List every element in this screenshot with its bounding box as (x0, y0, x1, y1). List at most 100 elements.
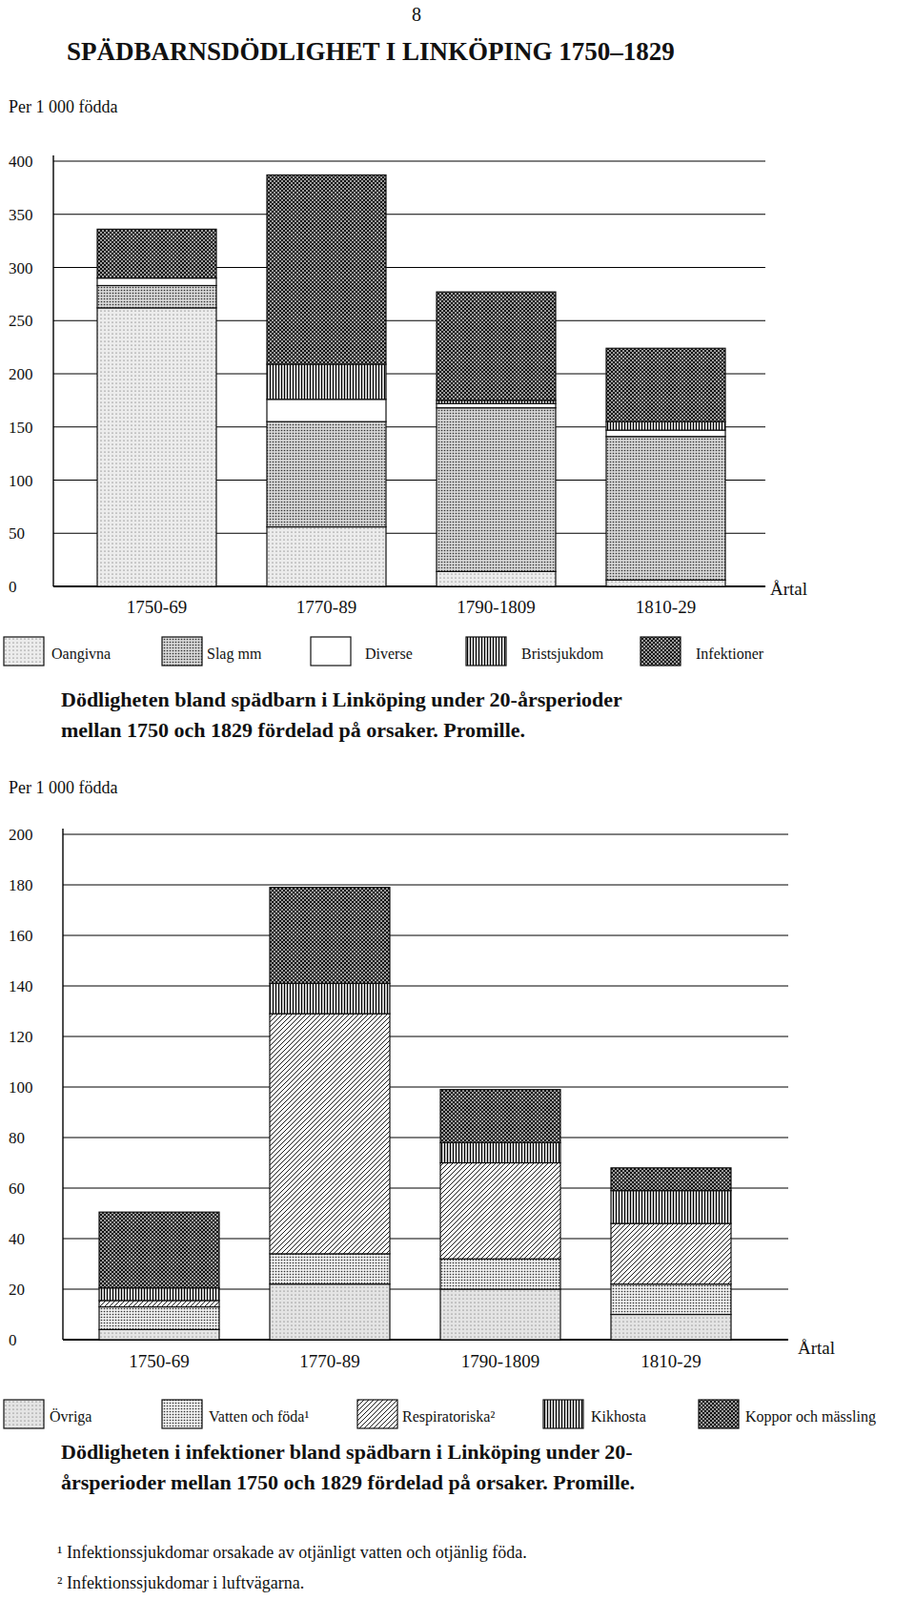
bar-segment (269, 1013, 390, 1254)
y-tick-label: 100 (8, 1077, 34, 1097)
bar-segment (606, 347, 726, 422)
bar-segment (266, 421, 387, 527)
legend-label: Infektioner (695, 645, 765, 662)
footnote: ¹ Infektionssjukdomar orsakade av otjänl… (57, 1542, 528, 1562)
page: 8 SPÄDBARNSDÖDLIGHET I LINKÖPING 1750–182… (0, 0, 915, 1600)
legend-label: Koppor och mässling (745, 1407, 876, 1425)
bar-segment (436, 403, 556, 407)
grid-line (62, 1086, 789, 1088)
x-tick-label: 1790-1809 (461, 1350, 540, 1371)
y-axis-line (61, 828, 63, 1340)
chart: Per 1 000 födda0501001502002503003504001… (3, 97, 808, 742)
bar-segment (610, 1314, 732, 1341)
y-tick-label: 60 (8, 1179, 25, 1198)
bar-segment (266, 174, 387, 364)
grid-line (62, 1036, 789, 1037)
x-tick-label: 1770-89 (296, 596, 357, 617)
grid-line (62, 935, 789, 936)
bars (97, 174, 726, 587)
y-tick-label: 300 (8, 259, 34, 278)
y-tick-label: 400 (8, 152, 34, 171)
x-tick-label: 1810-29 (640, 1350, 701, 1371)
bar-segment (266, 399, 387, 422)
bar-segment (436, 570, 556, 587)
y-tick-label: 250 (8, 311, 34, 330)
y-tick-label: 200 (8, 365, 34, 384)
y-tick-label: 150 (8, 418, 34, 437)
legend-swatch (698, 1399, 739, 1428)
bar-segment (266, 527, 387, 587)
legend-label: Slag mm (206, 645, 263, 663)
bar-segment (269, 887, 390, 984)
page-number: 8 (411, 3, 422, 25)
y-tick-label: 180 (8, 875, 34, 895)
bar-segment (606, 436, 726, 581)
bar-segment (99, 1328, 220, 1340)
bar-segment (266, 364, 387, 400)
page-title: SPÄDBARNSDÖDLIGHET I LINKÖPING 1750–1829 (66, 37, 675, 66)
grid-line (62, 1137, 789, 1139)
y-tick-label: 0 (8, 577, 18, 596)
bar-segment (99, 1300, 220, 1307)
bar-segment (97, 278, 217, 286)
x-axis-label: Årtal (770, 578, 808, 599)
legend-label: Respiratoriska² (402, 1407, 495, 1425)
legend-label: Vatten och föda¹ (208, 1407, 309, 1424)
bar-segment (440, 1141, 561, 1162)
caption: Dödligheten bland spädbarn i Linköping u… (61, 687, 623, 712)
y-tick-label: 200 (8, 825, 34, 844)
legend-label: Kikhosta (590, 1407, 647, 1424)
bar-segment (610, 1167, 732, 1191)
legend-swatch (543, 1399, 584, 1428)
footnote: ² Infektionssjukdomar i luftvägarna. (57, 1572, 305, 1592)
caption: Dödligheten i infektioner bland spädbarn… (61, 1439, 632, 1464)
caption: mellan 1750 och 1829 fördelad på orsaker… (61, 717, 526, 742)
legend-label: Diverse (365, 645, 413, 662)
bar-segment (610, 1283, 732, 1315)
y-tick-label: 120 (8, 1027, 34, 1046)
y-tick-label: 20 (8, 1280, 25, 1299)
legend-swatch (357, 1399, 398, 1428)
legend-label: Övriga (49, 1407, 92, 1425)
page-svg: 8 SPÄDBARNSDÖDLIGHET I LINKÖPING 1750–182… (0, 0, 915, 1600)
bar-segment (606, 421, 726, 430)
legend-swatch (640, 636, 681, 666)
x-tick-label: 1750-69 (128, 1350, 189, 1371)
chart: Per 1 000 födda0204060801001201401601802… (3, 777, 876, 1494)
grid-line (62, 985, 789, 987)
x-axis-label: Årtal (797, 1337, 835, 1358)
y-tick-label: 160 (8, 926, 34, 945)
bar-segment (97, 307, 217, 587)
legend-swatch (162, 1399, 203, 1428)
bar-segment (606, 429, 726, 437)
bar-segment (606, 579, 726, 587)
grid-line (62, 884, 789, 886)
bar-segment (97, 284, 217, 307)
bar-segment (440, 1089, 561, 1143)
y-tick-label: 350 (8, 205, 34, 224)
y-axis-label: Per 1 000 födda (8, 777, 118, 797)
y-axis-label: Per 1 000 födda (8, 97, 118, 117)
y-tick-label: 0 (8, 1330, 18, 1349)
bar-segment (99, 1287, 220, 1301)
caption: årsperioder mellan 1750 och 1829 fördela… (61, 1469, 635, 1494)
y-axis-line (52, 155, 54, 587)
bar-segment (610, 1222, 732, 1284)
bar-segment (269, 1253, 390, 1284)
legend-swatch (466, 636, 507, 666)
legend-swatch (310, 636, 351, 666)
grid-line (53, 161, 766, 163)
legend-swatch (3, 1399, 44, 1428)
legend-swatch (3, 636, 44, 666)
bar-segment (436, 407, 556, 572)
bar-segment (436, 291, 556, 401)
bar-segment (269, 1283, 390, 1340)
bar-segment (440, 1258, 561, 1289)
y-tick-label: 100 (8, 471, 34, 490)
bar-segment (97, 228, 217, 278)
bar-segment (440, 1162, 561, 1260)
bar-segment (99, 1306, 220, 1330)
y-tick-label: 40 (8, 1229, 25, 1248)
y-tick-label: 140 (8, 976, 34, 996)
x-tick-label: 1750-69 (126, 596, 187, 617)
